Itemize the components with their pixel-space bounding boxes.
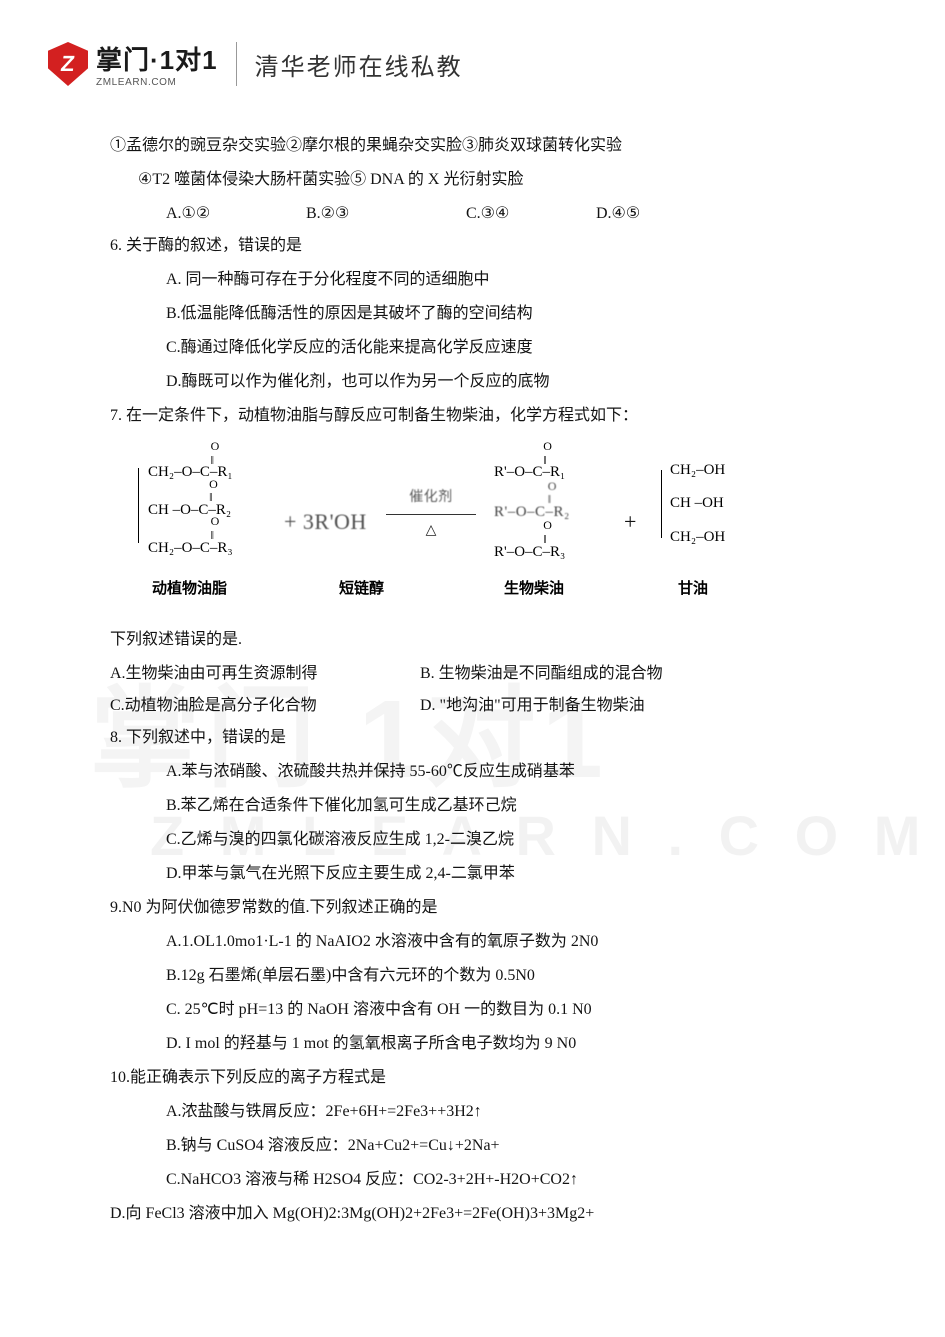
q5-opt-a: A.①② (166, 198, 306, 230)
reaction-arrow: 催化剂 △ (386, 484, 476, 545)
bd-r3: R'–O–C–R₃ (494, 544, 565, 561)
q9-opt-b: B.12g 石墨烯(单层石墨)中含有六元环的个数为 0.5N0 (110, 960, 865, 992)
brand-name-cn: 掌门·1对1 (96, 40, 218, 77)
q8-opt-d: D.甲苯与氯气在光照下反应主要生成 2,4-二氯甲苯 (110, 858, 865, 890)
q6-opt-c: C.酶通过降低化学反应的活化能来提高化学反应速度 (110, 332, 865, 364)
label-lipid: 动植物油脂 (152, 574, 227, 604)
q6-opt-b: B.低温能降低酶活性的原因是其破坏了酶的空间结构 (110, 298, 865, 330)
q7-tail: 下列叙述错误的是. (110, 624, 865, 656)
gly-r3: CH₂–OH (670, 529, 725, 546)
biodiesel-structure: R'–O–C–R₁ O‖ R'–O–C–R₂ O‖ R'–O–C–R₃ O‖ (494, 454, 577, 561)
logo-text: 掌门·1对1 ZMLEARN.COM (96, 40, 218, 88)
q10-opt-c: C.NaHCO3 溶液与稀 H2SO4 反应：CO2-3+2H+-H2O+CO2… (110, 1164, 865, 1196)
q10-opt-d: D.向 FeCl3 溶液中加入 Mg(OH)2:3Mg(OH)2+2Fe3+=2… (110, 1198, 865, 1230)
document-body: 掌门 1对1 Z M L E A R N . C O M ①孟德尔的豌豆杂交实验… (0, 100, 945, 1230)
carbonyl-icon: O‖ (211, 440, 219, 468)
heat-icon: △ (386, 517, 476, 545)
glycerol-structure: CH₂–OH CH –OH CH₂–OH (664, 462, 725, 546)
carbonyl-icon: O‖ (543, 519, 551, 547)
logo-letter: Z (59, 51, 76, 77)
q8-num: 8. (110, 729, 122, 746)
page-header: Z 掌门·1对1 ZMLEARN.COM 清华老师在线私教 (0, 0, 945, 100)
brand-name-en: ZMLEARN.COM (96, 77, 218, 88)
q10-text: 能正确表示下列反应的离子方程式是 (130, 1069, 386, 1086)
q9-opt-d: D. I mol 的羟基与 1 mot 的氢氧根离子所含电子数均为 9 N0 (110, 1028, 865, 1060)
gly-r1: CH₂–OH (670, 462, 725, 479)
q8-opt-a: A.苯与浓硝酸、浓硫酸共热并保持 55-60℃反应生成硝基苯 (110, 756, 865, 788)
carbonyl-icon: O‖ (543, 440, 551, 468)
plus-icon: + (624, 500, 636, 544)
gly-r2: CH –OH (670, 495, 725, 512)
q5-stem-a: ①孟德尔的豌豆杂交实验②摩尔根的果蝇杂交实脸③肺炎双球菌转化实验 (110, 130, 865, 162)
q9-num: 9. (110, 899, 122, 916)
lipid-r2: CH –O–C–R₂ (148, 502, 231, 519)
q10-num: 10. (110, 1069, 130, 1086)
brand-tagline: 清华老师在线私教 (255, 47, 463, 82)
lipid-r1: CH₂–O–C–R₁ (148, 464, 233, 481)
q9-stem: 9.N0 为阿伏伽德罗常数的值.下列叙述正确的是 (110, 892, 865, 924)
q7-stem: 7. 在一定条件下，动植物油脂与醇反应可制备生物柴油，化学方程式如下： (110, 400, 865, 432)
q9-opt-a: A.1.OL1.0mo1·L-1 的 NaAIO2 水溶液中含有的氧原子数为 2… (110, 926, 865, 958)
q6-stem: 6. 关于酶的叙述，错误的是 (110, 230, 865, 262)
q6-num: 6. (110, 237, 122, 254)
q8-opt-c: C.乙烯与溴的四氯化碳溶液反应生成 1,2-二溴乙烷 (110, 824, 865, 856)
label-biodiesel: 生物柴油 (504, 574, 564, 604)
q8-text: 下列叙述中，错误的是 (126, 729, 286, 746)
carbonyl-icon: O‖ (211, 515, 219, 543)
q7-num: 7. (110, 407, 122, 424)
logo-shield-icon: Z (48, 42, 88, 86)
label-alcohol: 短链醇 (339, 574, 384, 604)
q8-stem: 8. 下列叙述中，错误的是 (110, 722, 865, 754)
header-divider (236, 42, 237, 86)
bd-r2: R'–O–C–R₂ (494, 504, 570, 521)
q6-opt-a: A. 同一种酶可存在于分化程度不同的适细胞中 (110, 264, 865, 296)
q5-options: A.①② B.②③ C.③④ D.④⑤ (110, 198, 865, 230)
q7-text: 在一定条件下，动植物油脂与醇反应可制备生物柴油，化学方程式如下： (126, 407, 638, 424)
q5-opt-b: B.②③ (306, 198, 466, 230)
lipid-r3: CH₂–O–C–R₃ (148, 540, 233, 557)
q5-opt-d: D.④⑤ (596, 198, 696, 230)
q7-opt-a: A.生物柴油由可再生资源制得 (110, 658, 420, 690)
q7-row2: C.动植物油脸是高分子化合物 D. "地沟油"可用于制备生物柴油 (110, 690, 865, 722)
carbonyl-icon: O‖ (548, 480, 556, 508)
carbonyl-icon: O‖ (209, 478, 217, 506)
q6-text: 关于酶的叙述，错误的是 (126, 237, 302, 254)
q5-opt-c: C.③④ (466, 198, 596, 230)
q10-stem: 10.能正确表示下列反应的离子方程式是 (110, 1062, 865, 1094)
q10-opt-b: B.钠与 CuSO4 溶液反应：2Na+Cu2+=Cu↓+2Na+ (110, 1130, 865, 1162)
q10-opt-a: A.浓盐酸与铁屑反应：2Fe+6H+=2Fe3++3H2↑ (110, 1096, 865, 1128)
q7-opt-b: B. 生物柴油是不同酯组成的混合物 (420, 658, 865, 690)
q7-opt-d: D. "地沟油"可用于制备生物柴油 (420, 690, 865, 722)
q9-text: N0 为阿伏伽德罗常数的值.下列叙述正确的是 (122, 899, 438, 916)
q5-stem-b: ④T2 噬菌体侵染大肠杆菌实验⑤ DNA 的 X 光衍射实脸 (110, 164, 865, 196)
plus-icon: + 3R'OH (284, 500, 367, 544)
catalyst-label: 催化剂 (386, 484, 476, 512)
q7-equation-diagram: CH₂–O–C–R₁ O‖ CH –O–C–R₂ O‖ CH₂–O–C–R₃ O… (134, 444, 865, 614)
lipid-structure: CH₂–O–C–R₁ O‖ CH –O–C–R₂ O‖ CH₂–O–C–R₃ O… (142, 454, 240, 557)
brand-logo: Z 掌门·1对1 ZMLEARN.COM (48, 40, 218, 88)
label-glycerol: 甘油 (678, 574, 708, 604)
q9-opt-c: C. 25℃时 pH=13 的 NaOH 溶液中含有 OH 一的数目为 0.1 … (110, 994, 865, 1026)
q7-row1: A.生物柴油由可再生资源制得 B. 生物柴油是不同酯组成的混合物 (110, 658, 865, 690)
q6-opt-d: D.酶既可以作为催化剂，也可以作为另一个反应的底物 (110, 366, 865, 398)
q8-opt-b: B.苯乙烯在合适条件下催化加氢可生成乙基环己烷 (110, 790, 865, 822)
q7-opt-c: C.动植物油脸是高分子化合物 (110, 690, 420, 722)
